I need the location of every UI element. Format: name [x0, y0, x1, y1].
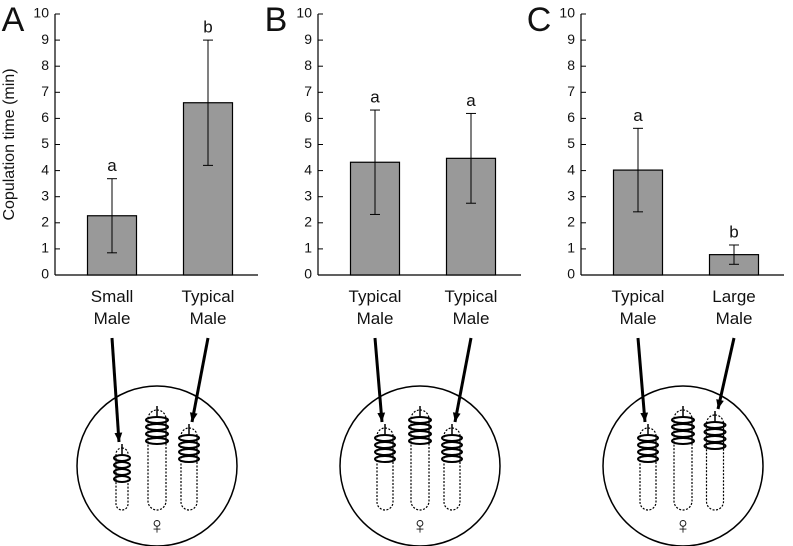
- arena: [339, 385, 501, 546]
- label-line: Male: [716, 309, 753, 328]
- larva-ring: [637, 455, 659, 463]
- y-tick-label: 3: [41, 187, 49, 203]
- label-line: Male: [190, 309, 227, 328]
- y-tick-label: 3: [567, 187, 575, 203]
- larva-ring: [145, 437, 169, 445]
- y-tick-label: 7: [567, 83, 575, 99]
- error-bar: [370, 109, 380, 215]
- y-tick-label: 2: [304, 214, 312, 230]
- y-tick-label: 5: [304, 135, 312, 151]
- y-tick-label: 9: [567, 31, 575, 47]
- larva-ring: [408, 437, 432, 445]
- y-tick-label: 5: [41, 135, 49, 151]
- y-tick-label: 0: [567, 266, 575, 282]
- y-tick-label: 10: [559, 5, 575, 21]
- female-symbol: ♀: [148, 512, 166, 539]
- label-line: Typical: [349, 287, 402, 306]
- label-line: Male: [453, 309, 490, 328]
- x-tick-label: Small Male: [91, 287, 134, 328]
- arrow-head: [716, 399, 724, 409]
- arrow-head: [114, 432, 123, 442]
- label-line: Male: [357, 309, 394, 328]
- arena: [602, 385, 764, 546]
- error-bar: [203, 39, 213, 166]
- female-symbol: ♀: [411, 512, 429, 539]
- y-tick-label: 5: [567, 135, 575, 151]
- panel-label: C: [527, 1, 552, 39]
- y-tick-label: 6: [41, 109, 49, 125]
- error-bar: [633, 127, 643, 213]
- y-tick-label: 8: [41, 57, 49, 73]
- x-tick-label: Typical Male: [445, 287, 498, 328]
- larva-ring: [671, 437, 695, 445]
- arena: [76, 385, 238, 546]
- larva-ring: [113, 475, 131, 483]
- y-tick-label: 1: [41, 240, 49, 256]
- label-line: Small: [91, 287, 134, 306]
- y-tick-label: 1: [304, 240, 312, 256]
- y-tick-label: 7: [41, 83, 49, 99]
- significance-label: b: [729, 222, 738, 241]
- arrow-shaft: [110, 337, 121, 443]
- arrow-shaft: [373, 337, 384, 423]
- y-tick-label: 7: [304, 83, 312, 99]
- y-tick-label: 9: [41, 31, 49, 47]
- label-line: Large: [712, 287, 755, 306]
- larva-ring: [178, 455, 200, 463]
- y-axis-label: Copulation time (min): [1, 68, 18, 220]
- illustration: ♀: [76, 337, 238, 546]
- female-symbol: ♀: [674, 512, 692, 539]
- significance-label: a: [370, 88, 380, 107]
- arrow-shaft: [453, 337, 473, 423]
- error-bar: [107, 178, 117, 254]
- arrow-shaft: [636, 337, 647, 423]
- y-tick-label: 0: [41, 266, 49, 282]
- y-tick-label: 3: [304, 187, 312, 203]
- arrow-shaft: [716, 337, 736, 410]
- arrow-head: [452, 412, 461, 422]
- y-tick-label: 10: [296, 5, 312, 21]
- arrow-head: [189, 412, 198, 422]
- y-tick-label: 9: [304, 31, 312, 47]
- y-tick-label: 8: [304, 57, 312, 73]
- illustration: ♀: [602, 337, 764, 546]
- y-tick-label: 8: [567, 57, 575, 73]
- significance-label: a: [107, 156, 117, 175]
- significance-label: a: [633, 106, 643, 125]
- y-tick-label: 10: [33, 5, 49, 21]
- panel-label: B: [265, 1, 288, 39]
- label-line: Typical: [182, 287, 235, 306]
- y-tick-label: 2: [567, 214, 575, 230]
- error-bar: [729, 244, 739, 265]
- y-tick-label: 4: [304, 161, 312, 177]
- larva-ring: [441, 455, 463, 463]
- label-line: Male: [620, 309, 657, 328]
- larva-ring: [374, 455, 396, 463]
- x-tick-label: Typical Male: [349, 287, 402, 328]
- label-line: Typical: [612, 287, 665, 306]
- arrow-head: [640, 412, 649, 422]
- x-tick-label: Large Male: [712, 287, 755, 328]
- y-tick-label: 2: [41, 214, 49, 230]
- label-line: Typical: [445, 287, 498, 306]
- arrow-shaft: [190, 337, 210, 423]
- x-tick-label: Typical Male: [182, 287, 235, 328]
- larva-body: [115, 447, 129, 511]
- illustration: ♀: [339, 337, 501, 546]
- arrow-head: [377, 412, 386, 422]
- y-tick-label: 6: [304, 109, 312, 125]
- y-tick-label: 0: [304, 266, 312, 282]
- y-tick-label: 1: [567, 240, 575, 256]
- label-line: Male: [94, 309, 131, 328]
- x-tick-label: Typical Male: [612, 287, 665, 328]
- y-tick-label: 4: [567, 161, 575, 177]
- y-tick-label: 6: [567, 109, 575, 125]
- y-tick-label: 4: [41, 161, 49, 177]
- error-bar: [466, 112, 476, 204]
- panel-label: A: [2, 1, 25, 39]
- significance-label: a: [466, 91, 476, 110]
- significance-label: b: [203, 18, 212, 37]
- larva-ring: [703, 442, 727, 450]
